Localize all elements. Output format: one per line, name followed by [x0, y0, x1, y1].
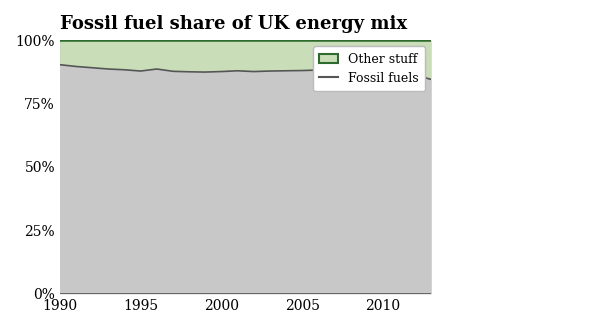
- Text: Fossil fuel share of UK energy mix: Fossil fuel share of UK energy mix: [60, 15, 407, 33]
- Legend: Other stuff, Fossil fuels: Other stuff, Fossil fuels: [313, 46, 425, 91]
